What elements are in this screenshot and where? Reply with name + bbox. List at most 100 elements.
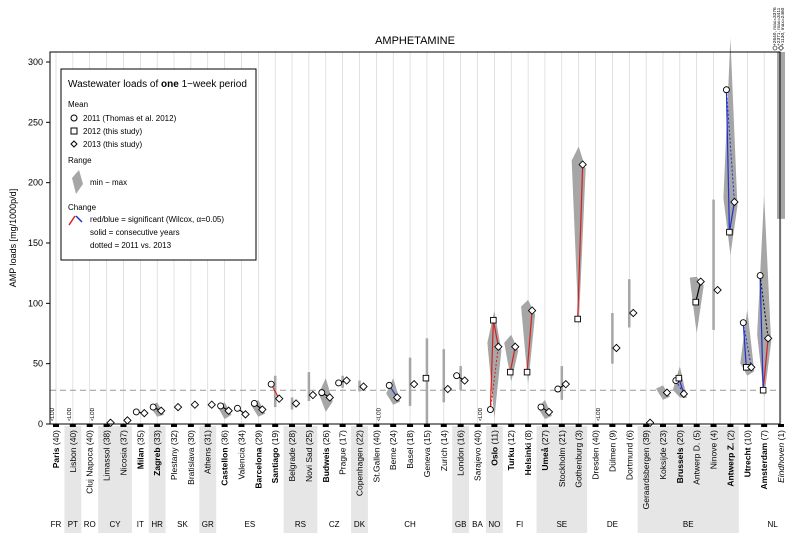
country-band-gb [452, 426, 470, 533]
point-2013-novi-sad [308, 390, 318, 400]
legend-mean-2012: 2012 (this study) [83, 127, 142, 136]
country-label-fi: FI [516, 520, 523, 529]
city-name-plestany: Plestany [169, 447, 179, 480]
range-bar-copenhagen [358, 380, 361, 392]
city-count-berne: (24) [388, 430, 398, 448]
city-count-st-gallen: (40) [371, 430, 381, 448]
legend-mean-2013: 2013 (this study) [83, 140, 142, 149]
legend-range-swatch [72, 170, 83, 194]
country-label-rs: RS [295, 520, 306, 529]
range-bar-dulmen [611, 312, 614, 364]
x-tick-castellon [221, 424, 228, 427]
point-2013-dortmund [629, 308, 638, 318]
legend-square-marker [70, 127, 78, 135]
city-count-london: (16) [456, 430, 466, 448]
city-count-stockholm: (21) [557, 430, 567, 448]
y-tick-label-300: 300 [28, 57, 43, 67]
point-2013-barcelona [258, 405, 267, 414]
legend: Wastewater loads of one 1−week period Me… [60, 68, 257, 261]
point-2013-castellon [224, 406, 233, 415]
city-name-umea: Umeå [540, 447, 550, 470]
country-label-cz: CZ [329, 520, 340, 529]
lod-label-paris-0: <LOD [50, 407, 56, 421]
city-count-amsterdam: (7) [759, 430, 769, 443]
legend-circle-marker [70, 114, 78, 122]
y-axis-label: AMP loads [mg/1000p/d] [8, 189, 18, 287]
city-count-nicosia: (37) [118, 430, 128, 448]
city-name-antwerp-z: Antwerp Z. [725, 443, 735, 487]
city-count-antwerp-d: (5) [692, 430, 702, 443]
city-name-zurich: Zurich [439, 447, 449, 471]
range-band-oslo [487, 310, 502, 418]
x-tick-gothenburg [575, 424, 582, 427]
point-2013-copenhagen [359, 382, 368, 391]
lod-label-st-gallen-2: <LOD [377, 407, 383, 421]
city-name-milan: Milan [135, 447, 145, 469]
change-line-12-13-antwerp-z [728, 201, 736, 233]
legend-title: Wastewater loads of one 1−week period [68, 79, 247, 90]
x-label-koksijde: Koksijde (23) [658, 430, 668, 480]
x-label-gothenburg: Gothenburg (3) [574, 430, 584, 488]
point-2012-geneva [422, 374, 430, 382]
city-name-basel: Basel [405, 447, 415, 468]
x-tick-dresden [592, 424, 599, 427]
point-2013-stockholm [561, 379, 571, 389]
x-tick-antwerp-z [727, 424, 734, 427]
point-2011-london [453, 372, 461, 380]
x-tick-valencia [238, 424, 245, 427]
country-label-se: SE [556, 520, 567, 529]
x-axis-labels: FR PT RO CY IT HR SK GR ES RS CZ DK CH GB BA NO FI SE DE BE… [51, 430, 786, 529]
x-tick-antwerp-d [693, 424, 700, 427]
city-count-copenhagen: (22) [354, 430, 364, 448]
point-2013-ninove [713, 285, 722, 295]
x-tick-geraardsbergen [643, 424, 650, 427]
legend-mean-2011: 2011 (Thomas et al. 2012) [83, 114, 177, 123]
city-name-sarajevo: Sarajevo [473, 447, 483, 481]
x-tick-koksijde [659, 424, 666, 427]
point-2011-antwerp-z [722, 86, 730, 94]
point-2011-budweis [318, 389, 326, 397]
change-dotted-11-13-amsterdam [759, 275, 769, 339]
point-2011-berne [385, 381, 393, 389]
point-2011-oslo [486, 406, 494, 413]
city-count-dulmen: (9) [607, 430, 617, 443]
country-band-rs [283, 426, 318, 533]
city-name-london: London [456, 447, 466, 476]
x-tick-dulmen [609, 424, 616, 427]
country-label-fr: FR [51, 520, 62, 529]
city-name-utrecht: Utrecht [742, 447, 752, 477]
city-count-sarajevo: (40) [473, 430, 483, 448]
x-label-brussels: Brussels (20) [675, 430, 685, 484]
plot-frame [49, 51, 781, 425]
city-count-brussels: (20) [675, 430, 685, 448]
point-2011-prague [335, 379, 343, 387]
x-label-utrecht: Utrecht (10) [742, 430, 752, 477]
city-count-eindhoven: (1) [776, 430, 786, 443]
x-label-basel: Basel (18) [405, 430, 415, 469]
country-band-be [637, 426, 739, 533]
city-count-geraardsbergen: (39) [641, 430, 651, 448]
x-tick-sarajevo [474, 424, 481, 427]
country-label-ba: BA [472, 520, 483, 529]
x-label-london: London (16) [456, 430, 466, 476]
city-name-amsterdam: Amsterdam [759, 442, 769, 489]
point-2011-santiago [267, 380, 275, 388]
y-tick-label-150: 150 [28, 238, 43, 248]
x-label-geneva: Geneva (15) [422, 430, 432, 477]
x-label-castellon: Castellon (36) [220, 430, 230, 486]
x-label-ninove: Ninove (4) [709, 430, 719, 469]
x-tick-oslo [491, 424, 498, 427]
country-band-cy [98, 426, 132, 533]
city-count-gothenburg: (3) [574, 430, 584, 443]
city-count-belgrade: (28) [287, 430, 297, 448]
legend-change-heading: Change [68, 203, 97, 212]
city-name-dresden: Dresden [591, 447, 601, 479]
city-name-geneva: Geneva [422, 447, 432, 477]
legend-blue-line [75, 215, 83, 223]
city-name-barcelona: Barcelona [253, 447, 263, 488]
point-2013-milan [140, 408, 149, 418]
point-2013-berne [392, 393, 402, 402]
point-2013-london [460, 376, 469, 385]
point-2011-amsterdam [756, 272, 764, 280]
city-count-koksijde: (23) [658, 430, 668, 448]
